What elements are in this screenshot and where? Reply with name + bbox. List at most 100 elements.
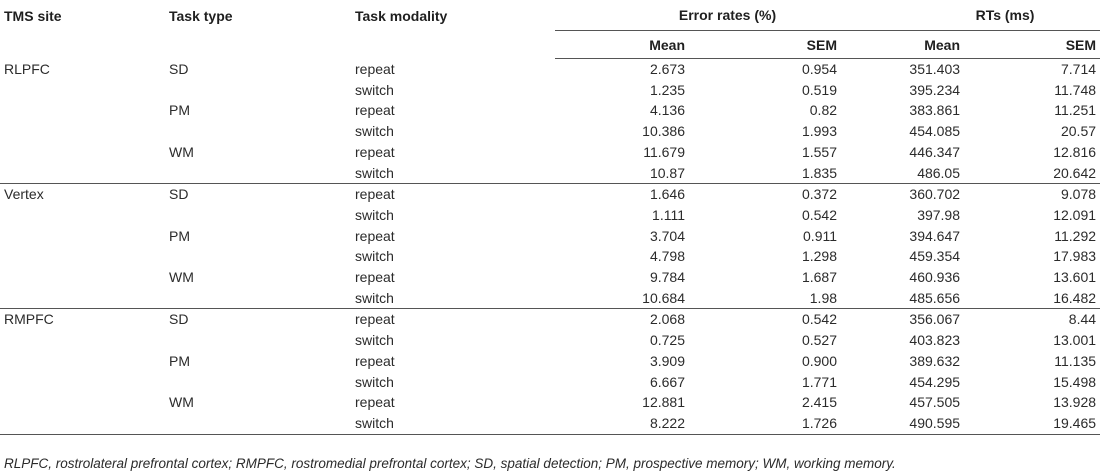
cell-rt-mean: 356.067: [840, 308, 961, 331]
cell-error-mean: 1.646: [555, 183, 685, 205]
cell-rt-sem: 11.251: [1054, 102, 1097, 119]
cell-task-modality: switch: [355, 332, 394, 349]
cell-task-modality: switch: [355, 373, 394, 390]
cell-error-mean: 1.235: [649, 81, 685, 98]
cell-rt-sem: 11.292: [1054, 227, 1097, 244]
cell-task-type: [165, 80, 355, 101]
table-row: Vertex SD repeat 1.646 0.372 360.702 9.078: [0, 183, 1100, 205]
cell-error-sem: 0.954: [801, 61, 838, 77]
cell-rt-sem: 15.498: [1053, 373, 1097, 390]
cell-rt-mean: 457.505: [909, 394, 961, 411]
cell-error-sem: 1.557: [801, 143, 838, 160]
cell-task-modality: switch: [355, 123, 394, 140]
table-row: PM repeat 3.909 0.900 389.632 11.135: [0, 351, 1100, 372]
cell-tms-site: [0, 267, 165, 288]
cell-task-modality: switch: [355, 412, 555, 435]
cell-error-mean: 2.068: [555, 308, 685, 331]
cell-tms-site: RLPFC: [4, 60, 50, 77]
cell-error-sem: 0.519: [801, 81, 838, 98]
cell-task-modality: switch: [355, 248, 394, 265]
cell-error-mean: 8.222: [555, 412, 685, 435]
cell-rt-mean: 485.656: [909, 289, 961, 306]
cell-error-sem: 0.542: [685, 308, 841, 331]
table-row: RMPFC SD repeat 2.068 0.542 356.067 8.44: [0, 308, 1100, 331]
header-error-rates: Error rates (%): [555, 0, 841, 31]
table-row: switch 10.87 1.835 486.05 20.642: [0, 163, 1100, 184]
cell-error-sem: 2.415: [801, 394, 838, 411]
cell-rt-sem: 16.482: [1053, 289, 1097, 306]
cell-rt-sem: 7.714: [1060, 61, 1097, 77]
cell-task-modality: repeat: [355, 394, 395, 411]
cell-error-mean: 10.684: [642, 289, 685, 306]
header-rts: RTs (ms): [840, 0, 1100, 31]
cell-task-modality: repeat: [355, 308, 555, 331]
table-row: switch 4.798 1.298 459.354 17.983: [0, 246, 1100, 267]
cell-error-mean: 12.881: [642, 394, 685, 411]
cell-task-modality: repeat: [355, 60, 395, 77]
cell-rt-sem: 12.816: [1053, 143, 1097, 160]
cell-tms-site: [0, 246, 165, 267]
header-error-sem: SEM: [685, 30, 841, 59]
cell-rt-mean: 454.295: [909, 373, 961, 390]
cell-tms-site: RMPFC: [0, 308, 165, 331]
cell-error-mean: 0.725: [649, 332, 685, 349]
cell-error-mean: 3.704: [649, 227, 685, 244]
cell-rt-mean: 446.347: [909, 143, 961, 160]
cell-rt-mean: 389.632: [909, 352, 961, 369]
cell-error-mean: 1.111: [652, 206, 685, 223]
cell-task-modality: repeat: [355, 227, 395, 244]
cell-rt-mean: 351.403: [909, 61, 961, 77]
header-tms-site: TMS site: [4, 8, 62, 24]
cell-error-sem: 0.911: [803, 227, 838, 244]
cell-error-mean: 9.784: [649, 269, 685, 286]
cell-tms-site: [0, 121, 165, 142]
cell-error-sem: 0.900: [801, 352, 838, 369]
cell-error-mean: 2.673: [649, 61, 685, 77]
cell-task-type: [165, 163, 355, 184]
table-row: switch 1.111 0.542 397.98 12.091: [0, 205, 1100, 226]
cell-task-type: [165, 205, 355, 226]
table-row: WM repeat 11.679 1.557 446.347 12.816: [0, 142, 1100, 163]
cell-error-sem: 1.993: [801, 123, 838, 140]
cell-rt-mean: 490.595: [840, 412, 961, 435]
header-rt-sem: SEM: [960, 30, 1100, 59]
cell-rt-mean: 397.98: [917, 206, 961, 223]
cell-error-sem: 1.726: [685, 412, 841, 435]
cell-task-modality: repeat: [355, 269, 395, 286]
table-row: RLPFC SD repeat 2.673 0.954 351.403 7.714: [0, 59, 1100, 80]
cell-task-type: SD: [169, 60, 189, 77]
cell-tms-site: [0, 372, 165, 393]
cell-task-modality: switch: [355, 81, 394, 98]
cell-rt-sem: 11.748: [1054, 81, 1097, 98]
cell-task-modality: repeat: [355, 102, 395, 119]
cell-error-sem: 1.298: [801, 248, 838, 265]
cell-rt-mean: 383.861: [909, 102, 961, 119]
cell-rt-sem: 19.465: [960, 412, 1100, 435]
cell-error-mean: 4.136: [649, 102, 685, 119]
cell-task-type: SD: [165, 183, 355, 205]
cell-rt-sem: 9.078: [960, 183, 1100, 205]
cell-rt-mean: 459.354: [909, 248, 961, 265]
cell-task-modality: repeat: [355, 143, 395, 160]
cell-rt-sem: 13.001: [1053, 332, 1097, 349]
cell-task-modality: repeat: [355, 352, 395, 369]
cell-task-modality: repeat: [355, 183, 555, 205]
cell-error-mean: 3.909: [649, 352, 685, 369]
header-error-mean: Mean: [555, 30, 685, 59]
table-header: TMS site Task type Task modality Error r…: [0, 0, 1100, 59]
cell-rt-sem: 13.928: [1053, 394, 1097, 411]
table-row: WM repeat 12.881 2.415 457.505 13.928: [0, 392, 1100, 413]
cell-rt-mean: 403.823: [909, 332, 961, 349]
cell-tms-site: [0, 226, 165, 247]
table-row: switch 10.684 1.98 485.656 16.482: [0, 288, 1100, 309]
table-row: PM repeat 3.704 0.911 394.647 11.292: [0, 226, 1100, 247]
cell-error-sem: 0.527: [801, 332, 838, 349]
cell-error-mean: 10.386: [642, 123, 685, 140]
cell-tms-site: [0, 80, 165, 101]
cell-tms-site: [0, 205, 165, 226]
cell-tms-site: [0, 142, 165, 163]
cell-task-type: [165, 330, 355, 351]
cell-task-modality: switch: [355, 206, 394, 223]
cell-rt-mean: 486.05: [917, 164, 961, 181]
